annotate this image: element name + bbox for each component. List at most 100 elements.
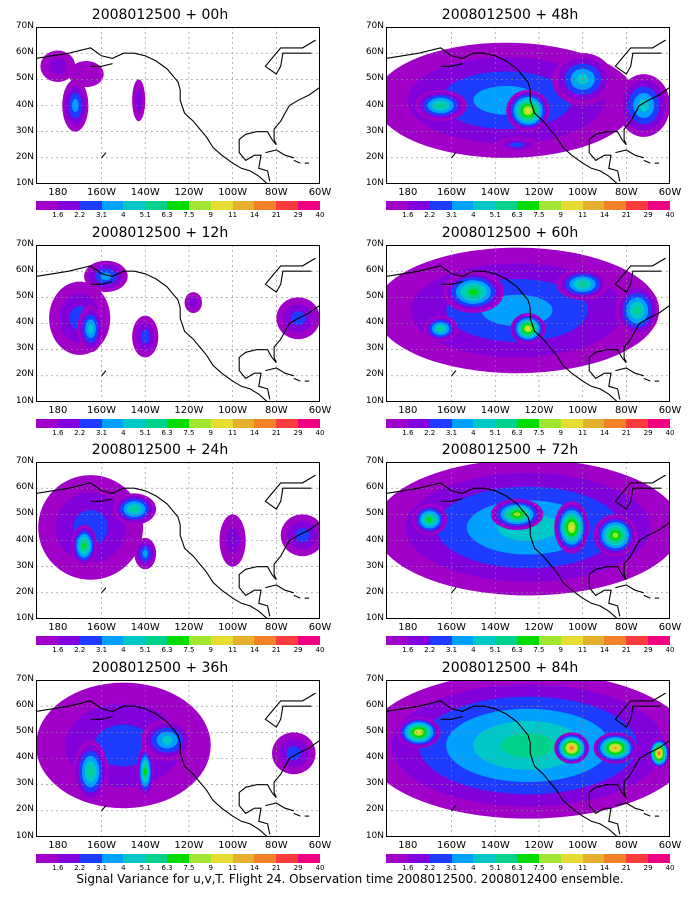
colorbar-label: 9: [558, 646, 563, 654]
colorbar-label: 1.6: [52, 863, 64, 872]
lon-tick-label: 100W: [218, 622, 248, 633]
colorbar: [386, 418, 670, 428]
colorbar-label: 11: [228, 646, 238, 654]
lat-tick-label: 60N: [15, 482, 34, 493]
colorbar-swatch: [473, 853, 496, 863]
panel-title: 2008012500 + 60h: [441, 224, 579, 241]
colorbar-swatch: [254, 853, 277, 863]
colorbar-swatch: [79, 418, 102, 428]
contour-fill: [87, 765, 94, 777]
colorbar-swatch: [495, 853, 518, 863]
colorbar-label: 2.2: [424, 863, 436, 872]
colorbar-swatch: [517, 636, 539, 645]
colorbar-swatch: [517, 201, 539, 210]
colorbar-label: 7.5: [533, 428, 545, 437]
lat-tick-label: 10N: [365, 830, 384, 841]
contour-fill: [657, 751, 661, 755]
contour-fill: [633, 305, 641, 315]
coastline: [588, 86, 670, 182]
colorbar-swatch: [407, 201, 430, 210]
lon-tick-label: 60W: [308, 187, 332, 198]
lat-tick-label: 30N: [15, 778, 34, 789]
colorbar-label: 21: [271, 646, 281, 654]
colorbar-label: 1.6: [52, 211, 64, 219]
lon-tick-label: 180: [48, 839, 68, 851]
coastline: [451, 804, 457, 811]
panel-title: 2008012500 + 72h: [441, 442, 579, 458]
coastline: [588, 521, 670, 617]
colorbar-swatch: [386, 853, 408, 863]
map-area: [386, 679, 670, 837]
lon-tick-label: 140W: [480, 622, 510, 633]
lat-tick-label: 30N: [15, 560, 34, 571]
colorbar-label: 3.1: [95, 211, 108, 219]
colorbar-swatch: [648, 636, 670, 645]
contour-fill: [82, 542, 86, 549]
colorbar-label: 5.1: [139, 211, 151, 219]
colorbar-swatch: [101, 201, 124, 210]
panel-title: 2008012500 + 36h: [91, 659, 229, 676]
colorbar-swatch: [648, 853, 670, 863]
lon-tick-label: 100W: [568, 839, 598, 851]
lon-tick-label: 120W: [524, 839, 554, 851]
lat-tick-label: 30N: [15, 343, 34, 354]
lon-tick-label: 80W: [264, 622, 288, 633]
colorbar-label: 29: [293, 646, 303, 654]
colorbar-label: 9: [208, 428, 213, 437]
lon-tick-label: 60W: [658, 622, 682, 633]
colorbar-swatch: [626, 636, 649, 645]
coastline: [440, 280, 463, 285]
lat-tick-label: 10N: [365, 395, 384, 406]
contour-fill: [525, 108, 531, 114]
colorbar-swatch: [604, 418, 627, 428]
colorbar-swatch: [386, 201, 408, 210]
colorbar-label: 14: [249, 863, 259, 872]
lon-tick-label: 60W: [308, 404, 332, 416]
lat-tick-label: 40N: [365, 99, 384, 110]
colorbar-swatch: [582, 418, 605, 428]
coastline: [588, 739, 670, 835]
coastline: [265, 584, 294, 594]
colorbar-swatch: [145, 418, 168, 428]
map-svg: [36, 244, 320, 402]
lon-tick-label: 80W: [614, 839, 638, 851]
colorbar-swatch: [626, 418, 649, 428]
contour-fill: [135, 89, 142, 111]
contour-fill: [570, 746, 574, 750]
lat-tick-label: 40N: [365, 534, 384, 545]
coastline: [101, 804, 107, 811]
lon-tick-label: 60W: [658, 404, 682, 416]
colorbar-swatch: [407, 853, 430, 863]
colorbar-label: 2.2: [424, 211, 436, 219]
contour-fill: [500, 732, 556, 758]
coastline: [451, 152, 457, 159]
colorbar-label: 21: [271, 211, 281, 219]
colorbar-label: 9: [558, 428, 563, 437]
colorbar-swatch: [298, 201, 320, 210]
map-panel: 2008012500 + 72h 70N 60N 50N 40N 30N 20N 10N 180…: [350, 440, 690, 655]
lat-tick-label: 20N: [365, 369, 384, 380]
colorbar-swatch: [167, 636, 189, 645]
colorbar-label: 14: [599, 428, 609, 437]
colorbar-label: 6.3: [511, 646, 523, 654]
colorbar-swatch: [473, 418, 496, 428]
colorbar: [386, 636, 670, 645]
map-area: [36, 27, 320, 184]
colorbar-swatch: [495, 201, 518, 210]
map-svg: [386, 27, 670, 184]
colorbar-label: 6.3: [161, 428, 173, 437]
map-frame: [386, 679, 670, 837]
lon-tick-label: 140W: [130, 839, 160, 851]
colorbar-swatch: [57, 853, 80, 863]
lon-tick-label: 180: [48, 187, 68, 198]
contour-fill: [49, 58, 67, 75]
colorbar: [386, 853, 670, 863]
colorbar-swatch: [626, 853, 649, 863]
colorbar: [36, 418, 320, 428]
map-svg: [386, 462, 670, 619]
figure-caption: Signal Variance for u,v,T. Flight 24. Ob…: [76, 872, 624, 886]
coastline: [90, 280, 113, 285]
lon-tick-label: 80W: [264, 404, 288, 416]
colorbar-swatch: [36, 418, 58, 428]
lat-tick-label: 70N: [365, 21, 384, 31]
